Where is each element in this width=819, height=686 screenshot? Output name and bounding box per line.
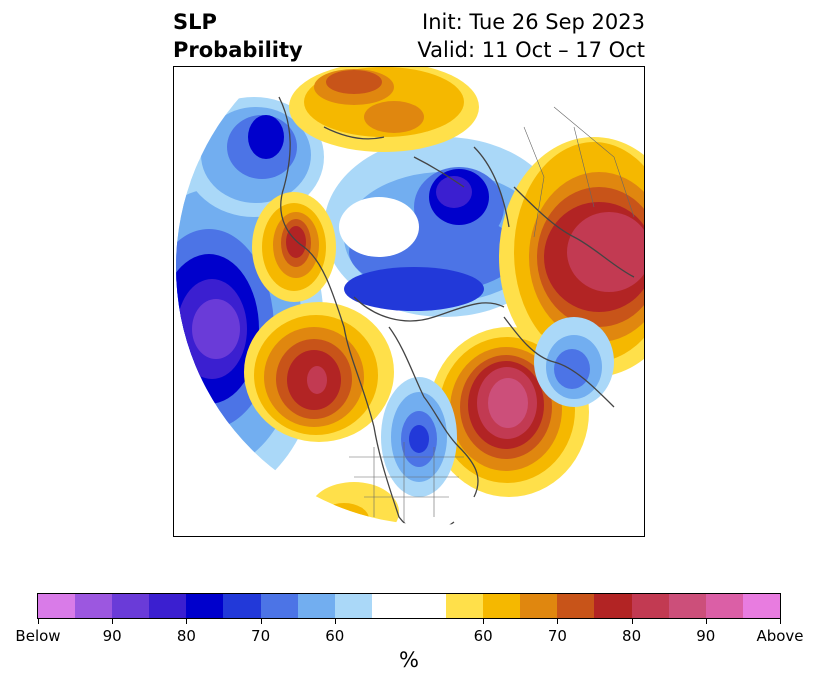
anomaly-western-canada	[252, 192, 336, 302]
colorbar-tick-label: 90	[102, 627, 122, 645]
colorbar-tickmark	[483, 619, 485, 624]
colorbar-tick-label: 60	[473, 627, 493, 645]
anomaly-arctic	[324, 137, 564, 317]
anomaly-northern-europe	[499, 137, 644, 377]
colorbar-tickmark	[780, 619, 781, 624]
colorbar-tick-label: 70	[547, 627, 567, 645]
colorbar-segment	[742, 594, 780, 618]
colorbar	[37, 593, 781, 619]
anomaly-eastern-atlantic	[534, 317, 614, 407]
title-variable: SLP	[173, 10, 217, 34]
anomaly-east-asia	[289, 67, 479, 152]
colorbar-segment	[520, 594, 558, 618]
colorbar-tick-label: Below	[15, 627, 61, 645]
colorbar-tick-label: 90	[696, 627, 716, 645]
colorbar-segment	[260, 594, 298, 618]
colorbar-tickmark	[260, 619, 262, 624]
colorbar-tickmark	[38, 619, 39, 624]
colorbar-tickmark	[705, 619, 707, 624]
colorbar-segment	[557, 594, 595, 618]
title-product: Probability	[173, 38, 303, 62]
colorbar-segment	[446, 594, 484, 618]
colorbar-units: %	[399, 648, 419, 672]
colorbar-segment	[668, 594, 706, 618]
colorbar-tick-label: Above	[756, 627, 804, 645]
colorbar-segment	[705, 594, 743, 618]
colorbar-segment	[483, 594, 521, 618]
colorbar-tickmark	[631, 619, 633, 624]
colorbar-tickmark	[186, 619, 188, 624]
colorbar-segment	[223, 594, 261, 618]
colorbar-segment	[408, 594, 447, 618]
colorbar-segment	[334, 594, 372, 618]
colorbar-tickmark	[112, 619, 114, 624]
anomaly-hudson-bay	[381, 377, 457, 497]
anomaly-pacific-high	[244, 302, 394, 442]
colorbar-tick-label: 80	[176, 627, 196, 645]
title-right: Init: Tue 26 Sep 2023 Valid: 11 Oct – 17…	[417, 8, 645, 64]
colorbar-segment	[631, 594, 669, 618]
colorbar-segment	[297, 594, 335, 618]
colorbar-segment	[371, 594, 409, 618]
colorbar-tickmark	[334, 619, 336, 624]
anomaly-fields	[176, 67, 644, 525]
init-date: Init: Tue 26 Sep 2023	[422, 10, 645, 34]
colorbar-segment	[38, 594, 76, 618]
coastlines	[278, 96, 635, 525]
polar-map	[173, 66, 645, 537]
boundaries	[349, 106, 635, 522]
colorbar-segment	[594, 594, 632, 618]
colorbar-tick-label: 80	[622, 627, 642, 645]
colorbar-tick-label: 60	[325, 627, 345, 645]
valid-range: Valid: 11 Oct – 17 Oct	[417, 38, 645, 62]
probability-map	[176, 67, 644, 525]
title-left: SLP Probability	[173, 8, 303, 64]
colorbar-tick-label: 70	[251, 627, 271, 645]
colorbar-segment	[149, 594, 187, 618]
colorbar-segment	[75, 594, 113, 618]
colorbar-segment	[186, 594, 224, 618]
colorbar-tickmark	[557, 619, 559, 624]
colorbar-segment	[112, 594, 150, 618]
